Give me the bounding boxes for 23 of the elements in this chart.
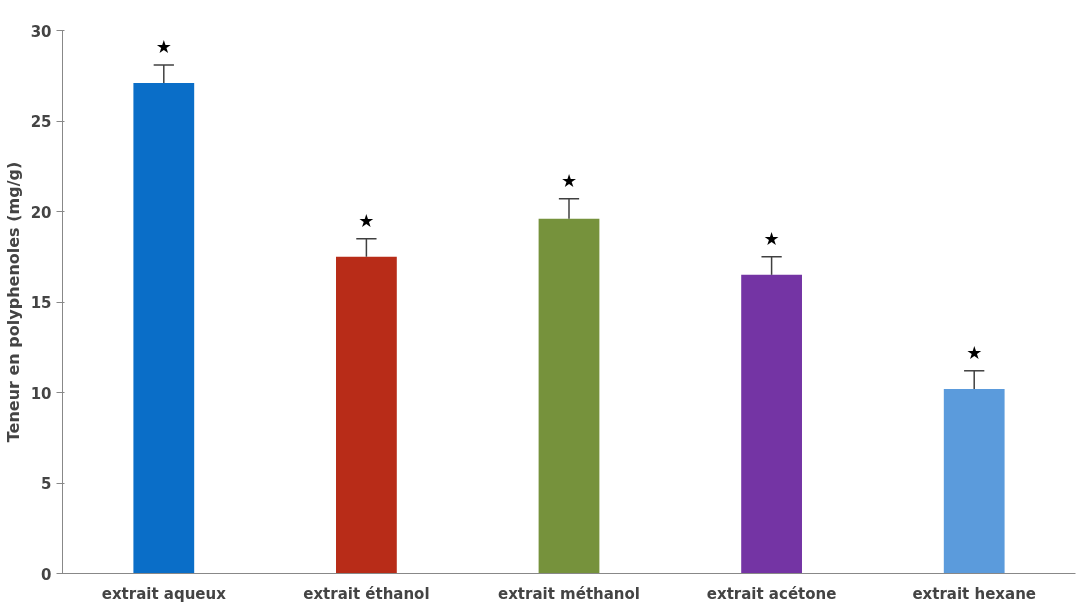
bar [943,388,1005,574]
y-tick-label: 25 [30,113,52,131]
annotation: ★ [155,35,172,57]
y-tick-label: 15 [30,294,52,312]
y-tick-label: 5 [41,475,52,493]
x-tick-label: extrait acétone [706,584,837,603]
y-tick-label: 20 [30,203,52,222]
bar [741,274,802,574]
y-tick-label: 10 [30,384,52,403]
bar [336,256,397,574]
y-tick-label: 0 [41,565,52,584]
y-tick-label: 30 [30,22,52,41]
annotation: ★ [966,341,983,363]
bar [133,82,195,574]
x-tick-label: extrait méthanol [498,584,640,603]
x-tick-label: extrait éthanol [303,584,430,603]
annotation: ★ [763,227,780,249]
x-tick-label: extrait aqueux [101,584,227,603]
x-tick-label: extrait hexane [912,584,1036,603]
bar [538,218,600,574]
y-axis-title: Teneur en polyphenoles (mg/g) [3,161,23,443]
annotation: ★ [560,169,578,191]
annotation: ★ [358,209,375,231]
